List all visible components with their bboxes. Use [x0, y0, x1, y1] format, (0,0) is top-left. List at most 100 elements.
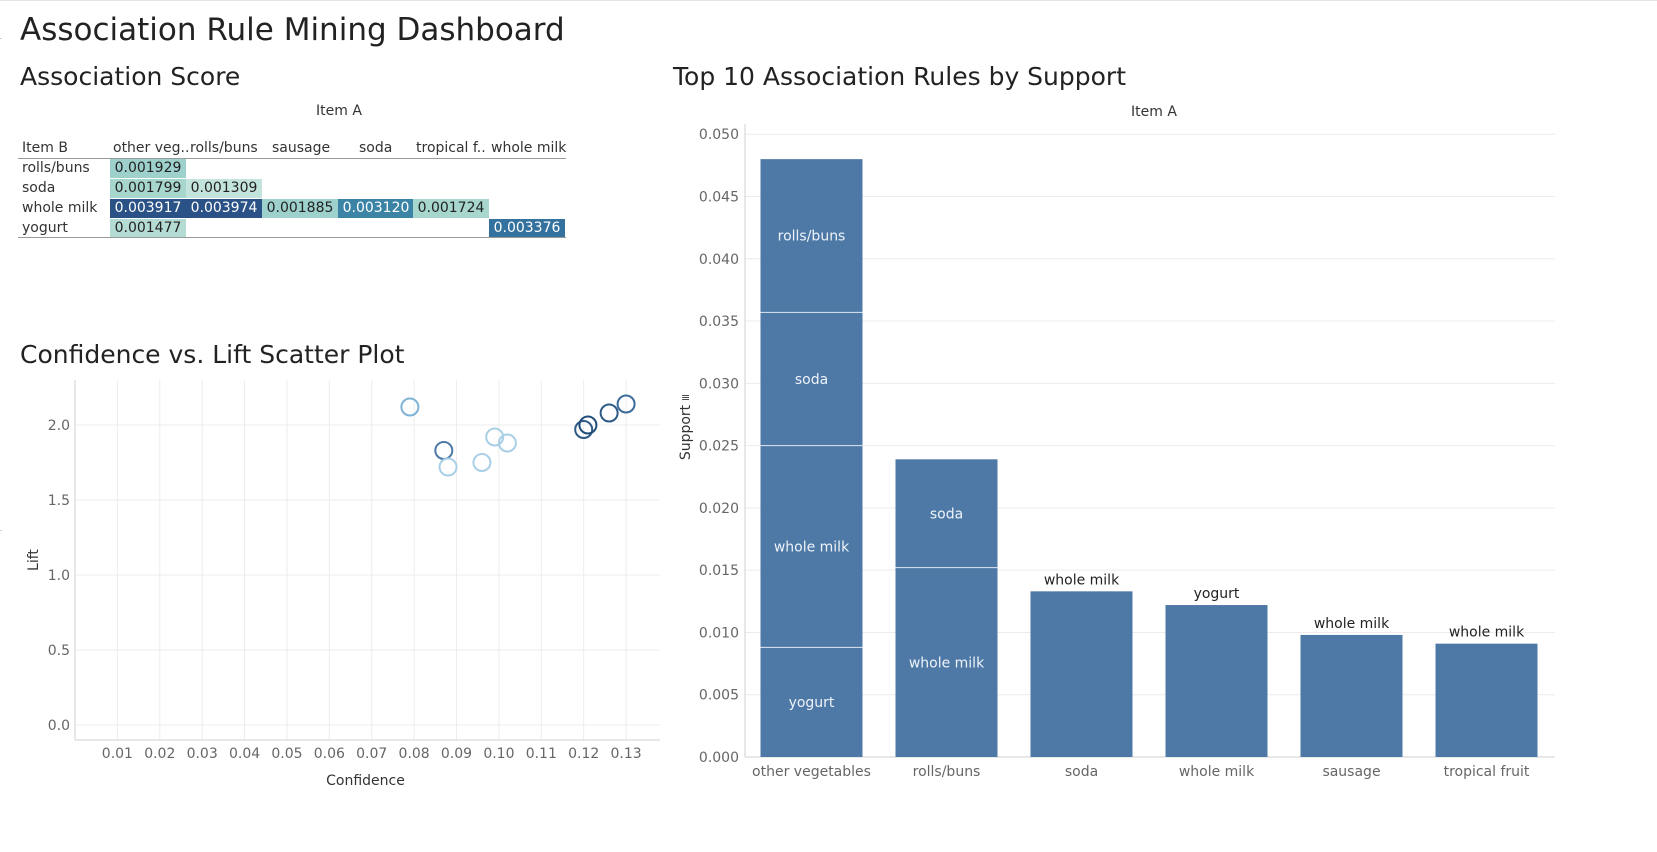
bar-segment[interactable] — [1435, 643, 1538, 757]
scatter-x-tick-label: 0.01 — [102, 746, 133, 762]
scatter-x-tick-label: 0.05 — [271, 746, 302, 762]
scatter-y-axis-title: Lift — [26, 549, 42, 571]
heatmap-header-rule — [18, 158, 566, 159]
heatmap-column-header[interactable]: whole milk — [491, 140, 567, 156]
scatter-y-tick-label: 0.5 — [48, 643, 70, 659]
bar-y-axis-title-text: Support — [678, 404, 694, 460]
scatter-y-tick-label: 0.0 — [48, 718, 70, 734]
bar-y-tick-label: 0.030 — [699, 376, 739, 392]
heatmap-cell[interactable]: 0.001309 — [186, 179, 262, 198]
heatmap-cell[interactable]: 0.003120 — [338, 199, 414, 218]
edge-mark — [0, 38, 2, 39]
bar-y-tick-label: 0.035 — [699, 314, 739, 330]
confidence-lift-scatter[interactable]: 0.01 0.02 0.03 0.04 0.05 0.06 0.07 0.08 0.09 0.10… — [0, 370, 670, 800]
heatmap-cell[interactable]: 0.001799 — [110, 179, 186, 198]
bar-y-tick-label: 0.040 — [699, 252, 739, 268]
heatmap-column-header[interactable]: sausage — [272, 140, 331, 156]
scatter-point[interactable] — [574, 420, 594, 439]
bar-segment[interactable] — [1030, 591, 1133, 757]
heatmap-row-group-label: Item B — [22, 140, 68, 156]
scatter-x-tick-label: 0.10 — [483, 746, 514, 762]
scatter-x-axis-title: Confidence — [326, 773, 405, 789]
heatmap-column-header[interactable]: soda — [359, 140, 393, 156]
bar-segment-label: whole milk — [1044, 572, 1120, 588]
bar-x-group-title: Item A — [1131, 104, 1177, 120]
heatmap-cell[interactable]: 0.001885 — [262, 199, 338, 218]
scatter-point[interactable] — [438, 457, 458, 477]
bar-segment[interactable] — [760, 647, 863, 757]
bar-y-tick-label: 0.025 — [699, 439, 739, 455]
bar-segment-label: soda — [795, 372, 828, 388]
bar-segment-label: yogurt — [789, 695, 835, 711]
bar-chart-title: Top 10 Association Rules by Support — [673, 62, 1127, 91]
bar-segment[interactable] — [760, 445, 863, 648]
bar-category-label: tropical fruit — [1444, 764, 1530, 780]
heatmap-column-header[interactable]: rolls/buns — [190, 140, 258, 156]
bar-segment-label: rolls/buns — [778, 229, 846, 245]
bar-y-tick-label: 0.050 — [699, 127, 739, 143]
association-score-title: Association Score — [20, 62, 241, 91]
scatter-x-tick-label: 0.03 — [187, 746, 218, 762]
heatmap-row-header[interactable]: whole milk — [22, 200, 98, 216]
bar-segment[interactable] — [895, 459, 998, 568]
top-border — [0, 0, 1657, 1]
scatter-point[interactable] — [400, 397, 420, 417]
scatter-point[interactable] — [497, 433, 517, 453]
dashboard-title: Association Rule Mining Dashboard — [20, 12, 565, 48]
bar-y-tick-label: 0.015 — [699, 563, 739, 579]
bar-y-tick-label: 0.045 — [699, 190, 739, 206]
bar-segment[interactable] — [760, 159, 863, 313]
heatmap-row-header[interactable]: rolls/buns — [22, 160, 90, 176]
scatter-x-tick-label: 0.13 — [611, 746, 642, 762]
bar-y-tick-label: 0.005 — [699, 688, 739, 704]
scatter-point[interactable] — [599, 403, 619, 423]
heatmap-column-header[interactable]: other veg.. — [113, 140, 190, 156]
bar-y-axis-title: Support — [678, 404, 694, 460]
heatmap-row-header[interactable]: soda — [22, 180, 56, 196]
bar-category-label: soda — [1065, 764, 1098, 780]
scatter-y-tick-label: 1.0 — [48, 568, 70, 584]
heatmap-cell[interactable]: 0.003917 — [110, 199, 186, 218]
bar-segment[interactable] — [895, 567, 998, 757]
scatter-x-tick-label: 0.09 — [441, 746, 472, 762]
scatter-point[interactable] — [616, 394, 636, 414]
scatter-title: Confidence vs. Lift Scatter Plot — [20, 340, 405, 369]
scatter-x-tick-label: 0.12 — [568, 746, 599, 762]
heatmap-cell[interactable]: 0.003974 — [186, 199, 262, 218]
bar-segment-label: whole milk — [1449, 625, 1525, 641]
heatmap-bottom-rule — [18, 237, 566, 238]
bar-y-tick-label: 0.020 — [699, 501, 739, 517]
bar-category-label: whole milk — [1179, 764, 1255, 780]
scatter-y-tick-label: 2.0 — [48, 418, 70, 434]
scatter-point[interactable] — [434, 441, 454, 460]
heatmap-cell[interactable]: 0.001724 — [413, 199, 489, 218]
sort-icon: ≡ — [681, 391, 690, 404]
bar-segment[interactable] — [760, 312, 863, 446]
scatter-point[interactable] — [578, 415, 598, 435]
bar-segment-label: whole milk — [1314, 616, 1390, 632]
bar-y-tick-label: 0.010 — [699, 625, 739, 641]
bar-segment-label: whole milk — [909, 655, 985, 671]
heatmap-cell[interactable]: 0.003376 — [489, 219, 565, 238]
scatter-x-tick-label: 0.07 — [356, 746, 387, 762]
support-bar-chart[interactable]: Item A 0.000 0.005 0.010 0.015 0.020 0.025 0.03… — [665, 95, 1655, 795]
bar-segment[interactable] — [1300, 634, 1403, 757]
bar-category-label: rolls/buns — [913, 764, 981, 780]
bar-segment-label: yogurt — [1194, 586, 1240, 602]
edge-mark — [0, 530, 2, 531]
scatter-x-tick-label: 0.06 — [314, 746, 345, 762]
heatmap-column-header[interactable]: tropical f.. — [416, 140, 486, 156]
scatter-point[interactable] — [472, 453, 492, 472]
scatter-point[interactable] — [485, 427, 505, 447]
left-edge-marks — [0, 0, 2, 852]
bar-category-label: sausage — [1322, 764, 1380, 780]
bar-segment[interactable] — [1165, 605, 1268, 757]
scatter-x-tick-label: 0.11 — [526, 746, 557, 762]
heatmap-cell[interactable]: 0.001929 — [110, 159, 186, 178]
heatmap-cell[interactable]: 0.001477 — [110, 219, 186, 238]
heatmap-row-header[interactable]: yogurt — [22, 220, 68, 236]
heatmap-column-group-label: Item A — [316, 103, 362, 119]
bar-segment-label: whole milk — [774, 540, 850, 556]
scatter-x-tick-label: 0.04 — [229, 746, 260, 762]
bar-category-label: other vegetables — [752, 764, 871, 780]
